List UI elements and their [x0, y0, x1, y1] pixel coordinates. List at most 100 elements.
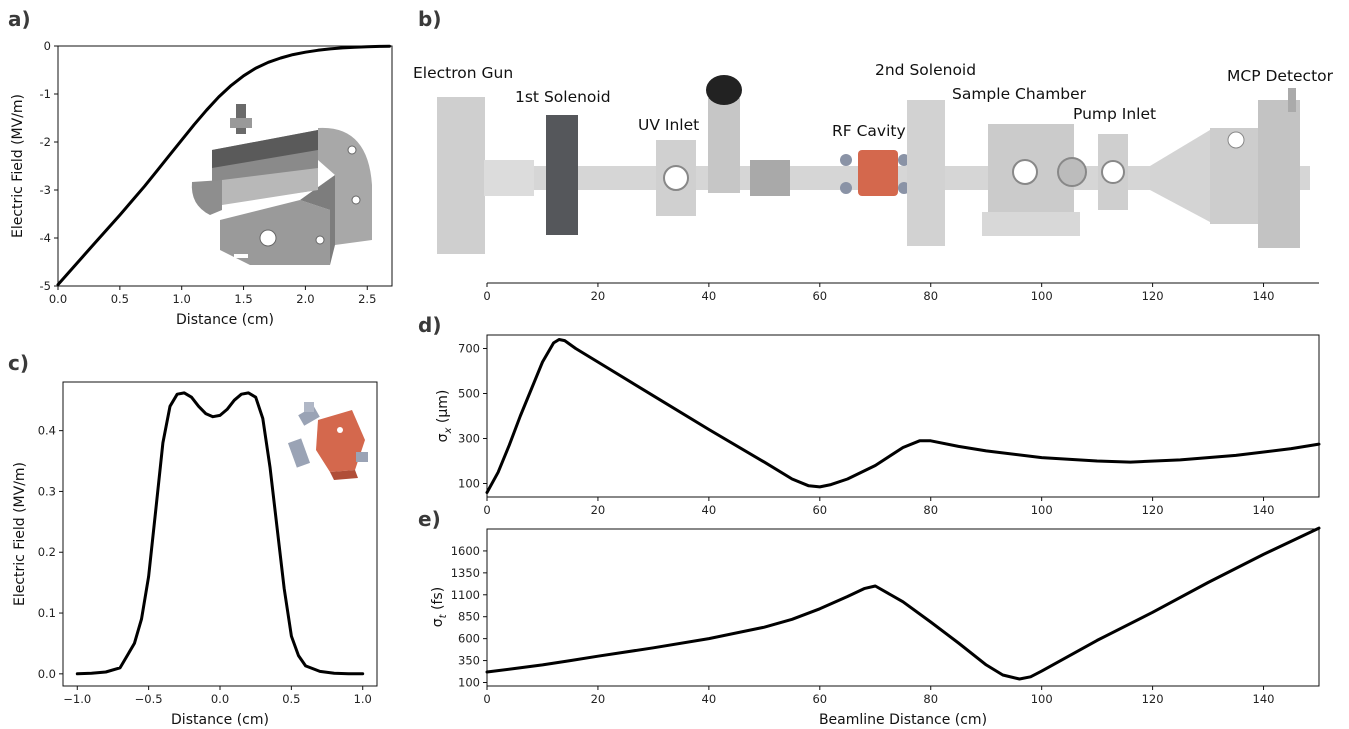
panel-d-xtick-label-4: 80 [923, 503, 938, 517]
panel-c-ylabel: Electric Field (MV/m) [12, 462, 28, 606]
panel-c-ytick-label-1: 0.1 [38, 606, 56, 620]
panel-label-c: c) [8, 351, 29, 375]
panel-e-ytick-label-5: 1350 [451, 566, 480, 580]
panel-b-xtick-label-6: 120 [1142, 289, 1164, 303]
panel-a-ytick-label-3: -3 [40, 183, 51, 197]
panel-b-xtick-label-1: 20 [591, 289, 606, 303]
panel-d-ytick-label-2: 500 [458, 387, 480, 401]
electron-gun-body [437, 97, 485, 254]
panel-c-chart: −1.0 −0.5 0.0 0.5 1.0 0.0 0.1 0.2 0.3 0.4 Distanc… [12, 381, 378, 728]
panel-e-chart: 0 20 40 60 80 100 120 140 100 350 600 850 1100 1350 16… [430, 526, 1321, 728]
label-solenoid-2: 2nd Solenoid [875, 61, 976, 79]
panel-c-ytick-label-2: 0.2 [38, 545, 56, 559]
mcp-detector [1258, 100, 1300, 248]
panel-d-ytick-label-3: 700 [458, 342, 480, 356]
panel-a-xtick-label-4: 2.0 [296, 292, 314, 306]
panel-e-frame [486, 528, 1320, 687]
label-pump-inlet: Pump Inlet [1073, 105, 1156, 123]
uv-inlet-window [706, 75, 742, 105]
panel-b-xtick-label-0: 0 [483, 289, 490, 303]
panel-e-ylabel: σt (fs) [430, 587, 449, 627]
panel-a-xtick-label-0: 0.0 [49, 292, 67, 306]
panel-d-chart: 0 20 40 60 80 100 120 140 100 300 500 700 σx (μm) [435, 334, 1321, 517]
panel-c-curve [75, 391, 365, 676]
panel-b-xtick-label-4: 80 [923, 289, 938, 303]
panel-a-xtick-label-2: 1.0 [173, 292, 191, 306]
panel-e-ytick-label-4: 1100 [451, 588, 480, 602]
panel-a-ytick-label-0: 0 [44, 39, 51, 53]
panel-d-xtick-label-5: 100 [1031, 503, 1053, 517]
panel-a-frame [57, 45, 393, 287]
panel-e-curve [485, 526, 1321, 681]
detector-cone [1150, 130, 1210, 222]
panel-a-ytick-label-2: -2 [40, 135, 51, 149]
panel-e-xlabel: Beamline Distance (cm) [819, 712, 987, 728]
label-rf-cavity: RF Cavity [832, 122, 906, 140]
gun-flange [484, 160, 534, 196]
electron-gun-rendering [191, 104, 372, 265]
panel-c-xtick-label-0: −1.0 [63, 692, 91, 706]
panel-a-xlabel: Distance (cm) [176, 312, 274, 328]
panel-e-ytick-label-6: 1600 [451, 544, 480, 558]
panel-label-b: b) [418, 7, 441, 31]
panel-c-ytick-label-4: 0.4 [38, 424, 56, 438]
panel-label-d: d) [418, 313, 441, 337]
panel-c-ytick-label-0: 0.0 [38, 667, 56, 681]
panel-b-xtick-label-2: 40 [702, 289, 717, 303]
uv-inlet-port [708, 98, 740, 193]
panel-e-xtick-label-1: 20 [591, 692, 606, 706]
panel-b-xtick-label-3: 60 [812, 289, 827, 303]
panel-e-xtick-label-5: 100 [1031, 692, 1053, 706]
panel-d-ylabel: σx (μm) [435, 390, 454, 443]
panel-c-xtick-label-4: 1.0 [354, 692, 372, 706]
panel-a-ytick-label-1: -1 [40, 87, 51, 101]
panel-a-xtick-label-1: 0.5 [111, 292, 129, 306]
label-sample-chamber: Sample Chamber [952, 85, 1087, 103]
panel-b-xtick-label-5: 100 [1031, 289, 1053, 303]
panel-e-ytick-label-2: 600 [458, 632, 480, 646]
panel-a-curve [56, 44, 391, 287]
panel-a-ytick-label-4: -4 [40, 231, 51, 245]
panel-e-xtick-label-4: 80 [923, 692, 938, 706]
label-solenoid-1: 1st Solenoid [515, 88, 611, 106]
panel-d-ytick-label-1: 300 [458, 432, 480, 446]
panel-d-xtick-label-1: 20 [591, 503, 606, 517]
panel-d-xtick-label-2: 40 [702, 503, 717, 517]
panel-d-ytick-label-0: 100 [458, 477, 480, 491]
solenoid-2 [907, 100, 945, 246]
panel-d-xtick-label-6: 120 [1142, 503, 1164, 517]
panel-c-ytick-label-3: 0.3 [38, 484, 56, 498]
bellows [750, 160, 790, 196]
panel-c-xlabel: Distance (cm) [171, 712, 269, 728]
panel-b-xtick-label-7: 140 [1253, 289, 1275, 303]
panel-a-chart: 0.0 0.5 1.0 1.5 2.0 2.5 0 -1 -2 -3 -4 -5 Distance (… [10, 39, 393, 328]
panel-a-xtick-label-5: 2.5 [358, 292, 376, 306]
solenoid-1 [546, 115, 578, 235]
panel-d-xtick-label-3: 60 [812, 503, 827, 517]
panel-a-ytick-label-5: -5 [40, 279, 51, 293]
label-electron-gun: Electron Gun [413, 64, 513, 82]
panel-d-frame [486, 334, 1320, 498]
panel-d-xtick-label-0: 0 [483, 503, 490, 517]
panel-e-xtick-label-3: 60 [812, 692, 827, 706]
panel-e-xtick-label-0: 0 [483, 692, 490, 706]
panel-e-ytick-label-0: 100 [458, 675, 480, 689]
rf-cavity [858, 150, 898, 196]
label-mcp-detector: MCP Detector [1227, 67, 1334, 85]
panel-e-ytick-label-1: 350 [458, 654, 480, 668]
panel-b-beamline: Electron Gun 1st Solenoid UV Inlet RF Ca… [413, 61, 1334, 303]
panel-d-xtick-label-7: 140 [1253, 503, 1275, 517]
panel-c-xtick-label-1: −0.5 [135, 692, 163, 706]
rf-cavity-rendering [287, 402, 368, 480]
panel-label-a: a) [8, 7, 31, 31]
panel-d-curve [485, 338, 1321, 494]
panel-e-ytick-label-3: 850 [458, 610, 480, 624]
panel-c-xtick-label-3: 0.5 [282, 692, 300, 706]
panel-e-xtick-label-2: 40 [702, 692, 717, 706]
panel-a-xtick-label-3: 1.5 [234, 292, 252, 306]
label-uv-inlet: UV Inlet [638, 116, 699, 134]
panel-label-e: e) [418, 507, 441, 531]
panel-e-xtick-label-7: 140 [1253, 692, 1275, 706]
panel-e-xtick-label-6: 120 [1142, 692, 1164, 706]
